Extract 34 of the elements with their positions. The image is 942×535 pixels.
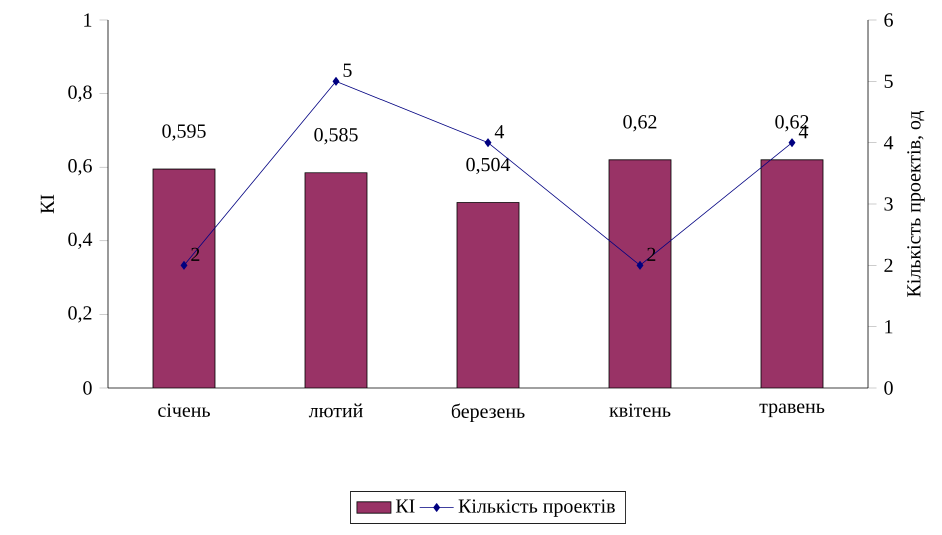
y-tick-label: 0,6: [68, 159, 92, 176]
y-tick-label: 0,4: [68, 232, 92, 249]
y2-tick-label: 1: [885, 320, 892, 334]
data-label: 0,595: [162, 124, 206, 141]
x-tick-label: січень: [158, 404, 210, 417]
x-tick-label: березень: [452, 404, 525, 422]
data-label: 5: [344, 64, 352, 77]
x-tick-label: лютий: [308, 404, 363, 418]
y2-tick-label: 4: [884, 136, 894, 150]
y-tick-label: 0,8: [68, 85, 92, 102]
x-tick-label: квітень: [609, 404, 670, 417]
y-tick-label: 1: [84, 13, 92, 27]
point: [180, 260, 188, 270]
y-axis-title: КІ: [40, 194, 54, 214]
y2-tick-label: 5: [884, 74, 893, 88]
point: [332, 76, 340, 86]
y2-axis-title: Кількість проектів, од: [907, 110, 925, 297]
x-tick-label: травень: [759, 404, 824, 418]
legend-label: Кількість проектів: [458, 499, 615, 517]
y2-tick-label: 6: [884, 13, 893, 27]
y2-tick-label: 0: [884, 381, 893, 395]
data-label: 4: [494, 125, 504, 138]
y2-tick-label: 3: [884, 197, 893, 211]
point: [484, 138, 492, 148]
point: [788, 138, 796, 148]
y-tick-label: 0: [83, 381, 92, 395]
data-label: 2: [191, 248, 200, 261]
y2-tick-label: 2: [884, 258, 892, 272]
data-label: 0,585: [314, 128, 358, 144]
data-label: 0,62: [623, 115, 656, 132]
point: [636, 260, 644, 270]
legend-label: КІ: [396, 499, 415, 513]
data-label: 0,504: [466, 158, 510, 174]
y-tick-label: 0,2: [68, 306, 92, 323]
